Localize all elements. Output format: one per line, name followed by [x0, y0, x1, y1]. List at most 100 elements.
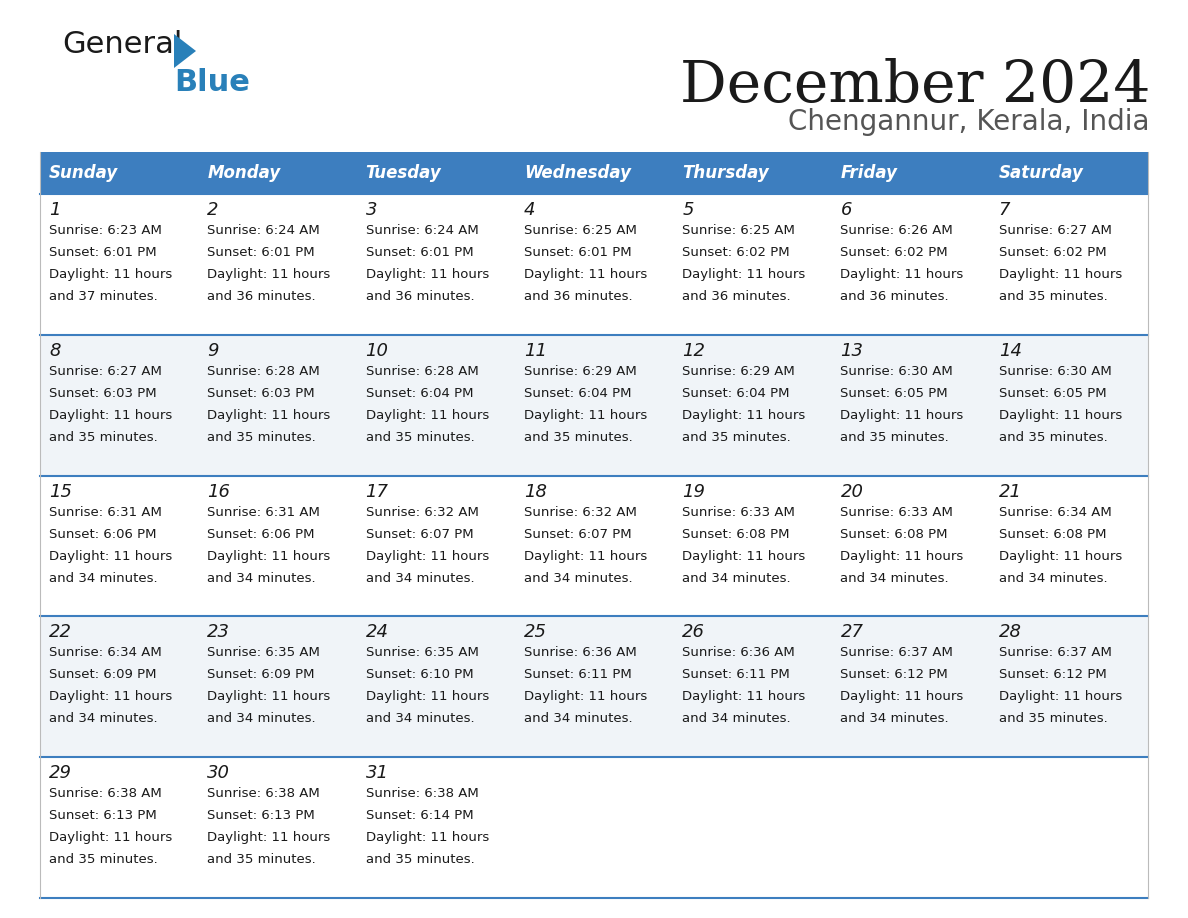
Text: Daylight: 11 hours: Daylight: 11 hours: [49, 690, 172, 703]
Text: Daylight: 11 hours: Daylight: 11 hours: [840, 409, 963, 421]
Text: Daylight: 11 hours: Daylight: 11 hours: [999, 690, 1121, 703]
Text: Daylight: 11 hours: Daylight: 11 hours: [682, 409, 805, 421]
Text: and 36 minutes.: and 36 minutes.: [524, 290, 632, 303]
Text: Sunrise: 6:27 AM: Sunrise: 6:27 AM: [999, 224, 1112, 237]
Text: Sunset: 6:06 PM: Sunset: 6:06 PM: [49, 528, 157, 541]
Text: and 35 minutes.: and 35 minutes.: [999, 431, 1107, 443]
Text: Daylight: 11 hours: Daylight: 11 hours: [999, 550, 1121, 563]
Text: Sunrise: 6:33 AM: Sunrise: 6:33 AM: [840, 506, 953, 519]
Text: Sunrise: 6:27 AM: Sunrise: 6:27 AM: [49, 364, 162, 378]
Text: and 35 minutes.: and 35 minutes.: [682, 431, 791, 443]
Bar: [674, 152, 832, 194]
Text: Daylight: 11 hours: Daylight: 11 hours: [49, 831, 172, 845]
Text: Sunset: 6:05 PM: Sunset: 6:05 PM: [999, 386, 1106, 400]
Text: Daylight: 11 hours: Daylight: 11 hours: [49, 268, 172, 281]
Text: 28: 28: [999, 623, 1022, 642]
Text: Sunrise: 6:38 AM: Sunrise: 6:38 AM: [366, 788, 479, 800]
Text: Sunrise: 6:30 AM: Sunrise: 6:30 AM: [999, 364, 1112, 378]
Text: Sunrise: 6:25 AM: Sunrise: 6:25 AM: [524, 224, 637, 237]
Text: Daylight: 11 hours: Daylight: 11 hours: [524, 550, 647, 563]
Text: 18: 18: [524, 483, 546, 500]
Text: Saturday: Saturday: [999, 164, 1083, 182]
Text: and 34 minutes.: and 34 minutes.: [682, 572, 791, 585]
Text: Daylight: 11 hours: Daylight: 11 hours: [840, 690, 963, 703]
Text: Sunrise: 6:38 AM: Sunrise: 6:38 AM: [49, 788, 162, 800]
Text: 16: 16: [207, 483, 230, 500]
Text: 25: 25: [524, 623, 546, 642]
Text: Thursday: Thursday: [682, 164, 769, 182]
Text: 8: 8: [49, 341, 61, 360]
Text: Sunset: 6:05 PM: Sunset: 6:05 PM: [840, 386, 948, 400]
Text: 26: 26: [682, 623, 706, 642]
Text: 7: 7: [999, 201, 1010, 219]
Text: 10: 10: [366, 341, 388, 360]
Text: 3: 3: [366, 201, 377, 219]
Text: and 35 minutes.: and 35 minutes.: [366, 431, 474, 443]
Text: Friday: Friday: [840, 164, 897, 182]
Bar: [40, 194, 1148, 335]
Text: Sunset: 6:03 PM: Sunset: 6:03 PM: [207, 386, 315, 400]
Text: Sunrise: 6:33 AM: Sunrise: 6:33 AM: [682, 506, 795, 519]
Text: 27: 27: [840, 623, 864, 642]
Text: Daylight: 11 hours: Daylight: 11 hours: [49, 550, 172, 563]
Bar: [40, 476, 1148, 616]
Text: Daylight: 11 hours: Daylight: 11 hours: [524, 268, 647, 281]
Text: Daylight: 11 hours: Daylight: 11 hours: [366, 268, 488, 281]
Text: Daylight: 11 hours: Daylight: 11 hours: [682, 690, 805, 703]
Text: and 34 minutes.: and 34 minutes.: [524, 572, 632, 585]
Text: Sunset: 6:01 PM: Sunset: 6:01 PM: [49, 246, 157, 259]
Text: and 34 minutes.: and 34 minutes.: [999, 572, 1107, 585]
Text: and 35 minutes.: and 35 minutes.: [999, 712, 1107, 725]
Bar: [198, 152, 356, 194]
Text: Sunrise: 6:35 AM: Sunrise: 6:35 AM: [207, 646, 320, 659]
Text: Sunset: 6:08 PM: Sunset: 6:08 PM: [682, 528, 790, 541]
Text: Sunset: 6:01 PM: Sunset: 6:01 PM: [366, 246, 473, 259]
Text: Sunrise: 6:38 AM: Sunrise: 6:38 AM: [207, 788, 320, 800]
Text: Sunset: 6:11 PM: Sunset: 6:11 PM: [682, 668, 790, 681]
Text: and 34 minutes.: and 34 minutes.: [49, 572, 158, 585]
Text: Daylight: 11 hours: Daylight: 11 hours: [207, 268, 330, 281]
Text: Sunrise: 6:31 AM: Sunrise: 6:31 AM: [49, 506, 162, 519]
Text: 11: 11: [524, 341, 546, 360]
Text: Sunset: 6:08 PM: Sunset: 6:08 PM: [999, 528, 1106, 541]
Bar: [356, 152, 514, 194]
Text: 9: 9: [207, 341, 219, 360]
Text: Tuesday: Tuesday: [366, 164, 441, 182]
Text: and 34 minutes.: and 34 minutes.: [207, 712, 316, 725]
Text: Daylight: 11 hours: Daylight: 11 hours: [207, 550, 330, 563]
Bar: [40, 152, 198, 194]
Text: Sunrise: 6:34 AM: Sunrise: 6:34 AM: [999, 506, 1112, 519]
Text: and 35 minutes.: and 35 minutes.: [840, 431, 949, 443]
Text: Sunrise: 6:31 AM: Sunrise: 6:31 AM: [207, 506, 320, 519]
Text: Daylight: 11 hours: Daylight: 11 hours: [524, 690, 647, 703]
Text: Wednesday: Wednesday: [524, 164, 631, 182]
Text: Sunrise: 6:29 AM: Sunrise: 6:29 AM: [682, 364, 795, 378]
Text: Sunset: 6:02 PM: Sunset: 6:02 PM: [840, 246, 948, 259]
Text: Sunset: 6:13 PM: Sunset: 6:13 PM: [49, 809, 157, 823]
Text: and 36 minutes.: and 36 minutes.: [840, 290, 949, 303]
Text: Sunset: 6:09 PM: Sunset: 6:09 PM: [207, 668, 315, 681]
Text: Sunrise: 6:24 AM: Sunrise: 6:24 AM: [366, 224, 479, 237]
Text: Daylight: 11 hours: Daylight: 11 hours: [366, 690, 488, 703]
Text: 1: 1: [49, 201, 61, 219]
Text: General: General: [62, 30, 183, 59]
Text: Sunset: 6:01 PM: Sunset: 6:01 PM: [524, 246, 632, 259]
Text: Sunset: 6:07 PM: Sunset: 6:07 PM: [524, 528, 632, 541]
Text: Daylight: 11 hours: Daylight: 11 hours: [207, 831, 330, 845]
Text: and 34 minutes.: and 34 minutes.: [49, 712, 158, 725]
Text: Chengannur, Kerala, India: Chengannur, Kerala, India: [789, 108, 1150, 136]
Text: Sunset: 6:03 PM: Sunset: 6:03 PM: [49, 386, 157, 400]
Text: Sunset: 6:10 PM: Sunset: 6:10 PM: [366, 668, 473, 681]
Text: Sunrise: 6:28 AM: Sunrise: 6:28 AM: [207, 364, 320, 378]
Text: Sunset: 6:04 PM: Sunset: 6:04 PM: [366, 386, 473, 400]
Text: and 37 minutes.: and 37 minutes.: [49, 290, 158, 303]
Text: and 34 minutes.: and 34 minutes.: [366, 712, 474, 725]
Text: and 35 minutes.: and 35 minutes.: [49, 853, 158, 867]
Text: 19: 19: [682, 483, 706, 500]
Text: Sunrise: 6:28 AM: Sunrise: 6:28 AM: [366, 364, 479, 378]
Text: 2: 2: [207, 201, 219, 219]
Text: 13: 13: [840, 341, 864, 360]
Text: Daylight: 11 hours: Daylight: 11 hours: [366, 409, 488, 421]
Text: Monday: Monday: [207, 164, 280, 182]
Polygon shape: [173, 34, 196, 68]
